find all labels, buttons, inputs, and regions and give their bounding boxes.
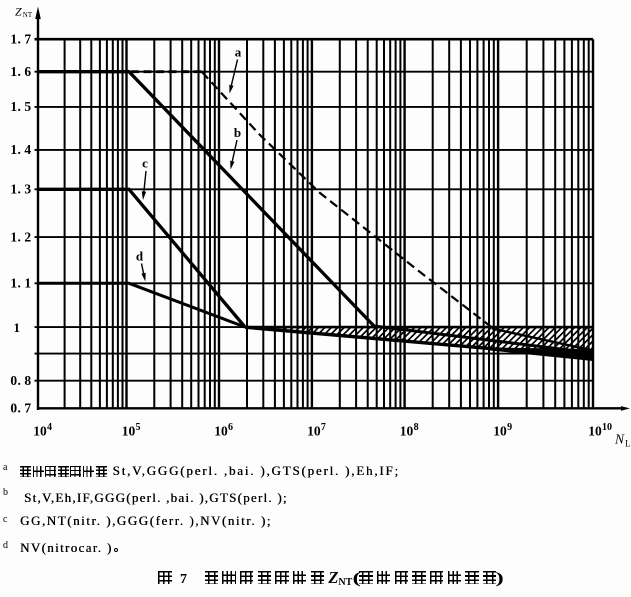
svg-text:10: 10 bbox=[33, 424, 47, 439]
svg-text:10: 10 bbox=[400, 424, 414, 439]
svg-text:c: c bbox=[142, 156, 148, 171]
svg-text:10: 10 bbox=[307, 424, 321, 439]
svg-text:9: 9 bbox=[507, 422, 512, 433]
svg-text:1. 6: 1. 6 bbox=[10, 64, 31, 79]
svg-text:N: N bbox=[614, 432, 625, 447]
svg-text:10: 10 bbox=[122, 424, 136, 439]
svg-text:d: d bbox=[136, 249, 144, 264]
svg-text:a: a bbox=[235, 45, 242, 60]
svg-text:4: 4 bbox=[47, 422, 52, 433]
svg-text:10: 10 bbox=[493, 424, 507, 439]
svg-text:1. 5: 1. 5 bbox=[10, 99, 31, 114]
svg-text:0. 8: 0. 8 bbox=[10, 373, 31, 388]
svg-text:L: L bbox=[625, 439, 631, 449]
svg-text:10: 10 bbox=[588, 424, 602, 439]
svg-text:10: 10 bbox=[602, 422, 612, 433]
svg-text:6: 6 bbox=[228, 422, 233, 433]
svg-text:1. 1: 1. 1 bbox=[10, 276, 31, 291]
svg-text:1. 2: 1. 2 bbox=[10, 229, 31, 244]
svg-text:1: 1 bbox=[14, 320, 21, 335]
svg-text:7: 7 bbox=[321, 422, 326, 433]
svg-text:0. 7: 0. 7 bbox=[10, 401, 31, 416]
svg-text:1. 7: 1. 7 bbox=[10, 31, 31, 46]
svg-text:5: 5 bbox=[136, 422, 141, 433]
svg-text:Z: Z bbox=[15, 5, 22, 19]
svg-text:8: 8 bbox=[414, 422, 419, 433]
svg-text:b: b bbox=[234, 125, 241, 140]
svg-text:NT: NT bbox=[23, 11, 33, 19]
svg-text:10: 10 bbox=[214, 424, 228, 439]
svg-text:1. 3: 1. 3 bbox=[10, 182, 31, 197]
svg-text:1. 4: 1. 4 bbox=[10, 142, 31, 157]
